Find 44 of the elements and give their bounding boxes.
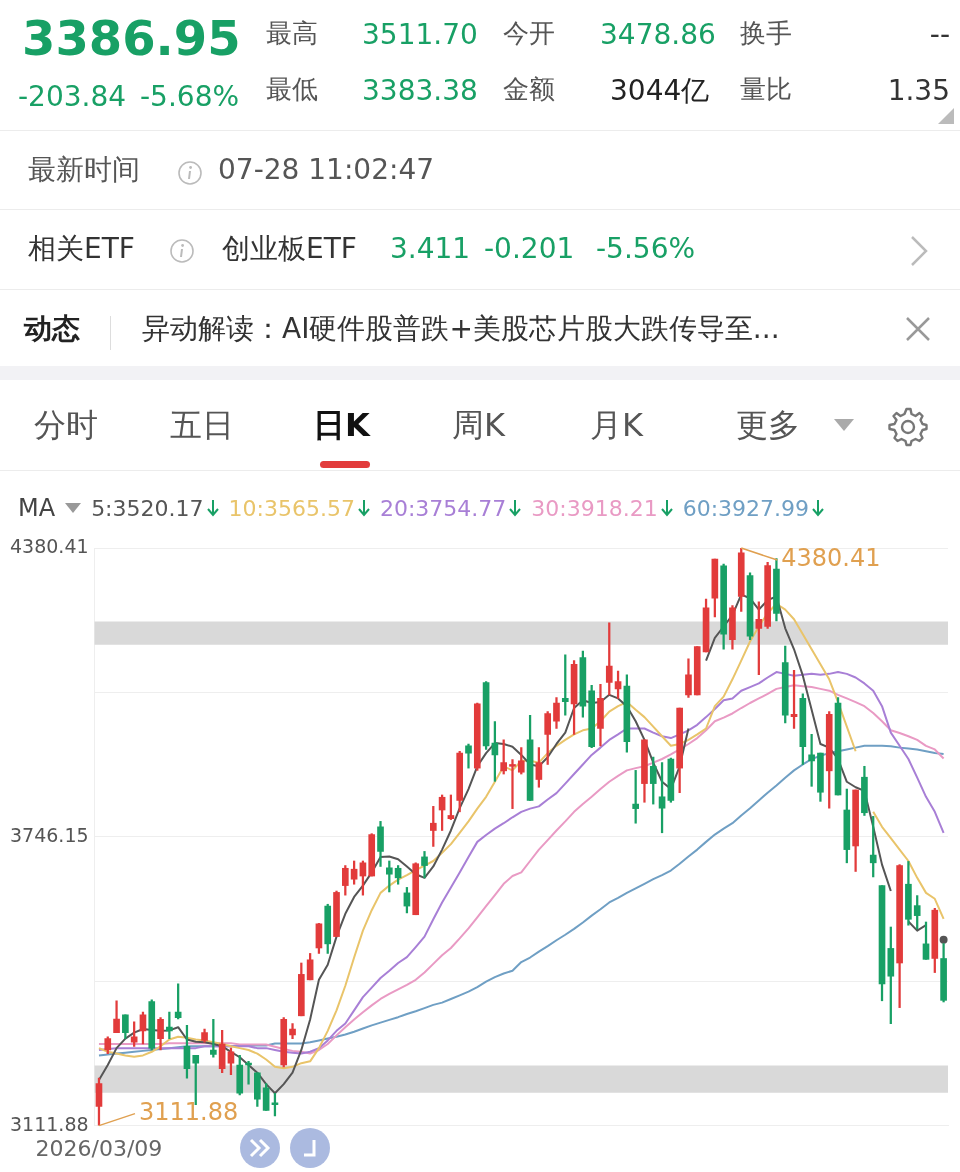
text: 月K [590,406,643,445]
text: -0.201 [484,232,575,266]
text: 3478.86 [600,18,716,52]
y-tick-label: 3111.88 [9,1112,89,1135]
text: 07-28 11:02:47 [218,153,435,187]
annotation: 4380.41 [781,544,881,573]
text: 分时 [34,406,98,445]
text: 量比 [740,74,792,106]
text: 20:3754.77 [379,495,507,521]
x-tick-label: 2026/03/09 [35,1135,163,1161]
text: 动态 [24,312,80,346]
text: 3386.95 [22,10,241,68]
text: 相关ETF [28,232,135,266]
text: 10:3565.57 [228,495,355,521]
legend-title: MA [18,494,56,522]
text: 今开 [503,18,555,50]
text: 3383.38 [362,74,478,108]
text: 更多 [736,406,800,445]
text: -203.84 [18,80,127,114]
text: 换手 [740,18,792,50]
y-tick-label: 3746.15 [9,823,89,846]
y-tick-label: 4380.41 [9,534,89,557]
text: 最新时间 [28,153,140,187]
annotation: 3111.88 [138,1097,239,1126]
text: 五日 [170,406,234,445]
text: 30:3918.21 [531,495,658,521]
text: 5:3520.17 [91,495,204,521]
text: 3044亿 [610,74,710,108]
text: 金额 [503,74,555,106]
text: 3511.70 [362,18,478,52]
text: -5.68% [140,80,240,114]
candlestick [509,759,516,809]
text: 日K [313,406,370,445]
text: 创业板ETF [222,232,357,266]
candlestick [808,734,815,787]
text: 最高 [266,18,318,50]
text: 60:3927.99 [682,495,810,521]
text: -- [929,18,950,52]
text: 周K [452,406,505,445]
text: 异动解读：AI硬件股普跌+美股芯片股大跌传导至... [142,312,780,346]
text: 最低 [266,74,318,106]
text: 3.411 [390,232,471,266]
text: 1.35 [887,74,950,108]
text: -5.56% [596,232,696,266]
